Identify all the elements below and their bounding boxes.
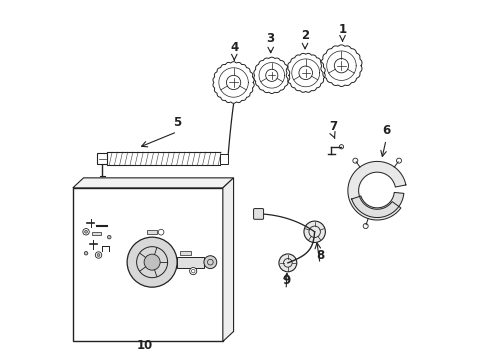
Circle shape [363,224,368,229]
Polygon shape [352,193,404,217]
Circle shape [144,254,160,270]
Text: 7: 7 [330,120,338,133]
Circle shape [84,251,88,255]
Bar [73,188,223,342]
Polygon shape [223,178,234,342]
Text: 9: 9 [282,274,290,287]
Text: 3: 3 [267,32,275,45]
Text: 6: 6 [382,124,390,137]
Bar [93,232,101,235]
Circle shape [127,237,177,287]
Bar [220,154,228,163]
Text: 4: 4 [230,41,239,54]
FancyBboxPatch shape [253,208,264,219]
Text: 2: 2 [301,29,309,42]
Text: 1: 1 [339,23,346,36]
Bar [98,153,107,164]
Bar [147,230,157,234]
Bar [180,251,192,255]
Text: 10: 10 [137,338,153,351]
Circle shape [353,158,358,163]
Circle shape [279,254,297,272]
Circle shape [83,229,89,235]
Polygon shape [348,161,406,220]
Circle shape [97,253,100,256]
Circle shape [96,252,102,258]
Circle shape [190,267,197,275]
Circle shape [204,256,217,269]
Bar [177,257,204,267]
Circle shape [107,235,111,239]
Circle shape [85,230,88,233]
Circle shape [396,158,401,163]
Text: 8: 8 [316,248,324,261]
Polygon shape [73,178,234,188]
Circle shape [304,221,325,243]
Circle shape [158,229,164,235]
Text: 5: 5 [173,116,181,129]
